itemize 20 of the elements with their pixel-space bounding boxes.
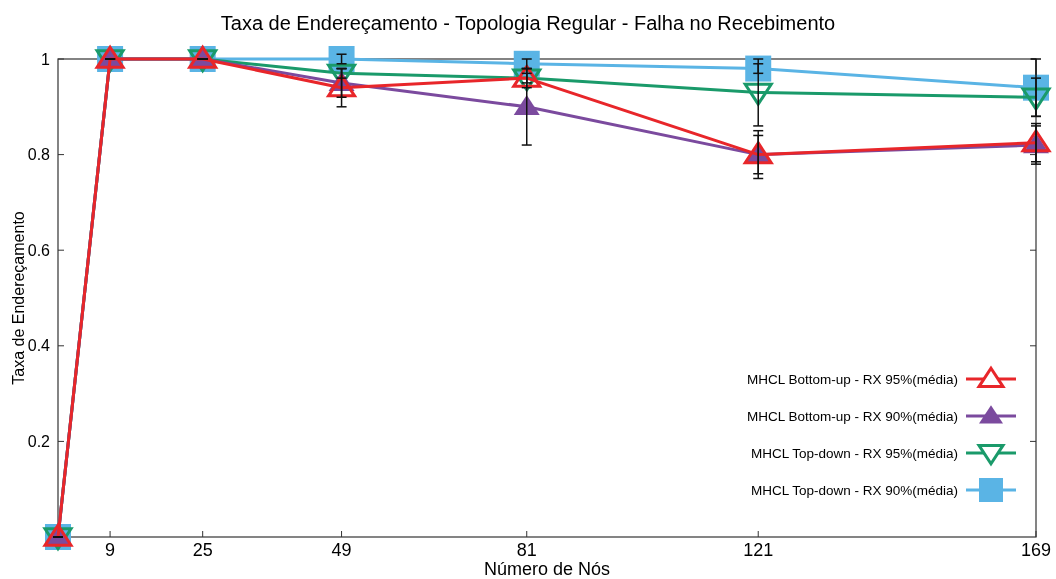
x-tick-label: 49 bbox=[331, 540, 352, 560]
y-tick-label: 1 bbox=[41, 50, 51, 68]
y-tick-label: 0.2 bbox=[27, 433, 51, 450]
x-tick-label: 9 bbox=[105, 540, 116, 560]
y-tick-label: 0.4 bbox=[27, 337, 51, 355]
x-tick-label: 121 bbox=[743, 540, 774, 560]
y-axis-title: Taxa de Endereçamento bbox=[10, 211, 27, 385]
y-tick-label: 0.6 bbox=[27, 241, 51, 259]
legend-label: MHCL Bottom-up - RX 95%(média) bbox=[746, 371, 958, 387]
point bbox=[513, 95, 540, 115]
point bbox=[327, 74, 357, 98]
x-tick-label: 81 bbox=[516, 540, 537, 560]
y-tick-label: 0.8 bbox=[27, 146, 51, 164]
x-axis-title: Número de Nós bbox=[483, 559, 611, 579]
x-tick-label: 169 bbox=[1020, 540, 1052, 560]
x-tick-label: 25 bbox=[192, 540, 213, 560]
legend-label: MHCL Top-down - RX 95%(média) bbox=[750, 445, 958, 461]
legend-label: MHCL Top-down - RX 90%(média) bbox=[750, 482, 958, 498]
chart-title: Taxa de Endereçamento - Topologia Regular - Falha no Recebimento bbox=[220, 12, 836, 34]
legend-label: MHCL Bottom-up - RX 90%(média) bbox=[746, 408, 958, 424]
